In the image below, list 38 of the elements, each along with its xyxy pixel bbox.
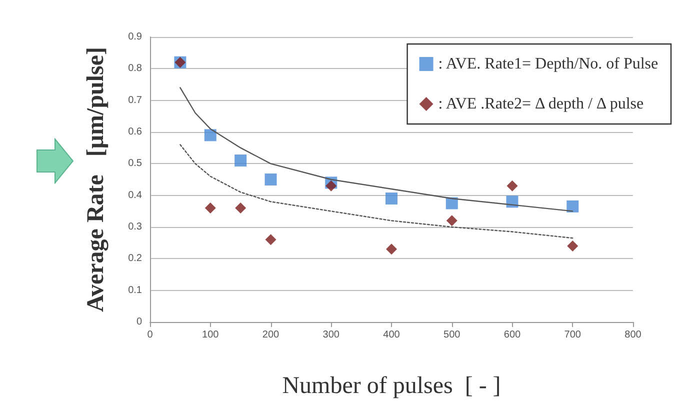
point [386, 244, 397, 255]
y-tick-label: 0.5 [128, 158, 142, 170]
legend-label: : AVE. Rate1= Depth/No. of Pulse [438, 56, 658, 72]
point [204, 202, 216, 214]
x-axis-title: Number of pulses [ - ] [282, 373, 501, 399]
y-tick-label: 0.4 [128, 190, 142, 201]
y-tick-label: 0.7 [128, 94, 142, 106]
x-tick-label: 600 [504, 330, 522, 340]
y-tick-label: 0 [136, 316, 142, 328]
point [567, 240, 578, 252]
point [326, 180, 337, 192]
point [265, 234, 276, 246]
y-axis-title: Average Rate [μm/pulse] [83, 46, 109, 312]
x-tick-label: 100 [202, 330, 220, 340]
y-tick-label: 0.8 [128, 63, 142, 74]
x-tick-label: 400 [383, 330, 400, 340]
line-series [180, 144, 574, 239]
x-tick-label: 300 [322, 330, 340, 340]
point [446, 215, 458, 226]
point [446, 197, 458, 210]
x-tick-label: 0 [147, 330, 154, 340]
y-tick-label: 0.1 [128, 284, 142, 296]
point [235, 202, 246, 214]
y-tick-label: 0.3 [128, 222, 142, 232]
y-tick-label: 0.9 [128, 32, 142, 42]
point [234, 154, 247, 166]
x-tick-label: 200 [262, 330, 280, 340]
point [506, 180, 518, 192]
point [566, 200, 579, 212]
point [386, 192, 398, 204]
legend-label: : AVE .Rate2= Δ depth / Δ pulse [438, 96, 644, 112]
y-tick-label: 0.2 [128, 253, 142, 264]
y-tick-label: 0.6 [128, 126, 142, 138]
x-tick-label: 500 [444, 330, 461, 340]
point [264, 174, 277, 186]
x-tick-label: 800 [624, 330, 642, 340]
x-tick-label: 700 [564, 330, 582, 340]
point [204, 129, 216, 142]
